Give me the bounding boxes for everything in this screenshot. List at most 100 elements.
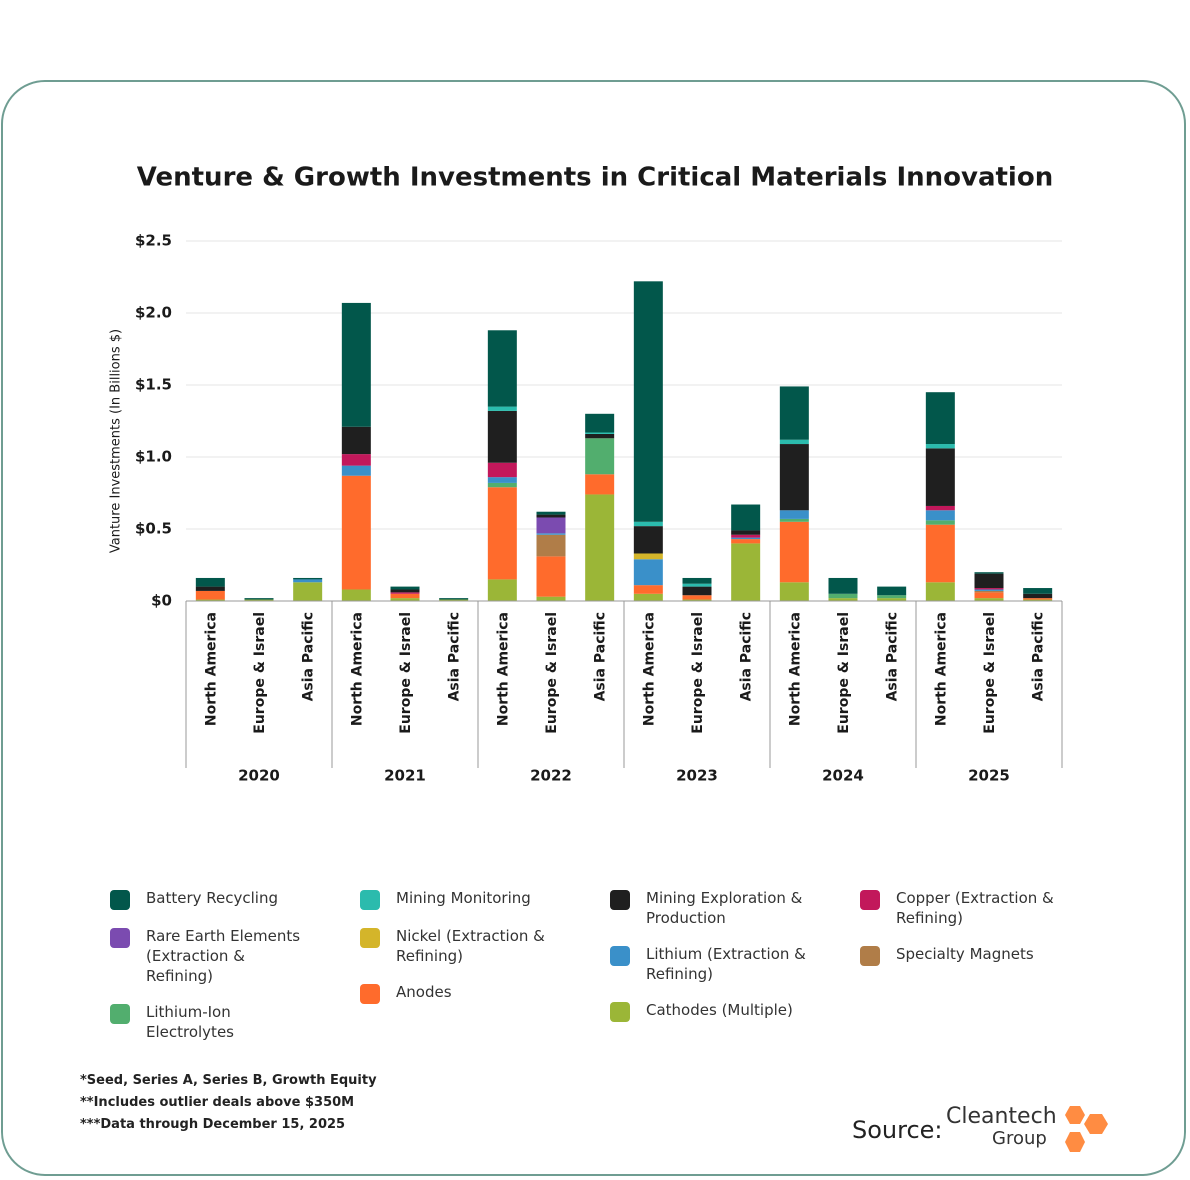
- bar-segment: [1023, 598, 1053, 600]
- bar-segment: [390, 592, 420, 594]
- bar-segment: [487, 487, 517, 580]
- legend-item: Battery Recycling: [110, 888, 360, 910]
- bar-segment: [1023, 588, 1053, 594]
- group-label: 2021: [384, 767, 426, 785]
- legend-column: Battery Recycling Rare Earth Elements (Ex…: [110, 888, 360, 1042]
- legend-label: Nickel (Extraction & Refining): [396, 927, 545, 965]
- bar-segment: [974, 589, 1004, 591]
- bar-segment: [925, 392, 955, 445]
- bar-segment: [828, 593, 858, 599]
- bar-segment: [925, 582, 955, 601]
- legend-swatch: [360, 984, 380, 1004]
- bar-segment: [341, 589, 371, 601]
- bar-segment: [633, 521, 663, 527]
- legend-label: Cathodes (Multiple): [646, 1001, 793, 1019]
- bar-segment: [1023, 593, 1053, 599]
- bar-segment: [828, 577, 858, 594]
- x-tick-label: Asia Pacific: [301, 612, 317, 701]
- card: [1, 80, 1186, 1176]
- x-tick-label: Europe & Israel: [544, 612, 560, 734]
- x-tick-label: Europe & Israel: [982, 612, 998, 734]
- bar-segment: [244, 599, 274, 601]
- y-tick-label: $1.0: [135, 448, 172, 466]
- legend-swatch: [110, 890, 130, 910]
- x-tick-label: Europe & Israel: [252, 612, 268, 734]
- y-tick-label: $1.5: [135, 376, 172, 394]
- bar-segment: [487, 477, 517, 483]
- bar-segment: [633, 281, 663, 522]
- bar-segment: [585, 413, 615, 433]
- group-label: 2022: [530, 767, 572, 785]
- x-tick-label: North America: [641, 612, 657, 726]
- bar-segment: [585, 474, 615, 495]
- bar-segment: [341, 426, 371, 455]
- bar-segment: [585, 433, 615, 439]
- logo-hexagons: [1065, 1106, 1108, 1152]
- legend-item: Lithium (Extraction & Refining): [610, 944, 860, 984]
- y-tick-label: $0: [151, 592, 172, 610]
- bar-segment: [536, 534, 566, 557]
- bar-segment: [731, 539, 761, 544]
- bar-segment: [536, 511, 566, 515]
- x-tick-label: North America: [495, 612, 511, 726]
- bar-segment: [487, 406, 517, 411]
- legend-item: Specialty Magnets: [860, 944, 1110, 966]
- bar-segment: [536, 533, 566, 535]
- legend-item: Mining Monitoring: [360, 888, 610, 910]
- bar-segment: [925, 505, 955, 511]
- bar-segment: [731, 534, 761, 538]
- legend-swatch: [610, 1002, 630, 1022]
- bar-segment: [925, 444, 955, 449]
- bar-segment: [390, 589, 420, 593]
- bar-segment: [536, 517, 566, 534]
- legend: Battery Recycling Rare Earth Elements (Ex…: [110, 888, 1110, 1042]
- bar-segment: [925, 510, 955, 521]
- footnotes: *Seed, Series A, Series B, Growth Equity…: [80, 1070, 377, 1136]
- legend-swatch: [360, 890, 380, 910]
- bar-segment: [390, 598, 420, 601]
- bar-segment: [585, 432, 615, 434]
- legend-swatch: [110, 1004, 130, 1024]
- legend-label: Anodes: [396, 983, 452, 1001]
- bar-segment: [925, 448, 955, 506]
- bar-segment: [487, 462, 517, 478]
- x-tick-label: Asia Pacific: [447, 612, 463, 701]
- bar-segment: [925, 524, 955, 583]
- bar-segment: [293, 582, 323, 601]
- legend-item: Lithium-Ion Electrolytes: [110, 1002, 360, 1042]
- bar-segment: [682, 577, 712, 584]
- bar-segment: [536, 514, 566, 518]
- x-tick-label: North America: [933, 612, 949, 726]
- bar-segment: [390, 593, 420, 599]
- legend-column: Copper (Extraction & Refining) Specialty …: [860, 888, 1110, 1042]
- legend-item: Rare Earth Elements (Extraction & Refini…: [110, 926, 360, 986]
- legend-item: Mining Exploration & Production: [610, 888, 860, 928]
- bar-segment: [779, 386, 809, 440]
- bar-segment: [390, 586, 420, 590]
- bar-segment: [828, 598, 858, 601]
- bar-segment: [341, 465, 371, 476]
- legend-item: Cathodes (Multiple): [610, 1000, 860, 1022]
- x-tick-label: Europe & Israel: [398, 612, 414, 734]
- bar-segment: [585, 438, 615, 475]
- bar-segment: [341, 302, 371, 427]
- bar-segment: [195, 590, 225, 600]
- bar-segment: [974, 592, 1004, 599]
- bar-segment: [633, 559, 663, 586]
- bar-segment: [877, 586, 907, 596]
- legend-label: Copper (Extraction & Refining): [896, 889, 1054, 927]
- footnote: *Seed, Series A, Series B, Growth Equity: [80, 1073, 377, 1088]
- bar-segment: [585, 494, 615, 601]
- legend-swatch: [610, 890, 630, 910]
- x-tick-label: Europe & Israel: [690, 612, 706, 734]
- bar-segment: [487, 482, 517, 488]
- legend-swatch: [110, 928, 130, 948]
- bar-segment: [974, 588, 1004, 590]
- legend-label: Specialty Magnets: [896, 945, 1034, 963]
- x-tick-label: Asia Pacific: [593, 612, 609, 701]
- x-tick-label: North America: [349, 612, 365, 726]
- source-label: Source:: [852, 1116, 943, 1144]
- legend-item: Anodes: [360, 982, 610, 1004]
- legend-item: Copper (Extraction & Refining): [860, 888, 1110, 928]
